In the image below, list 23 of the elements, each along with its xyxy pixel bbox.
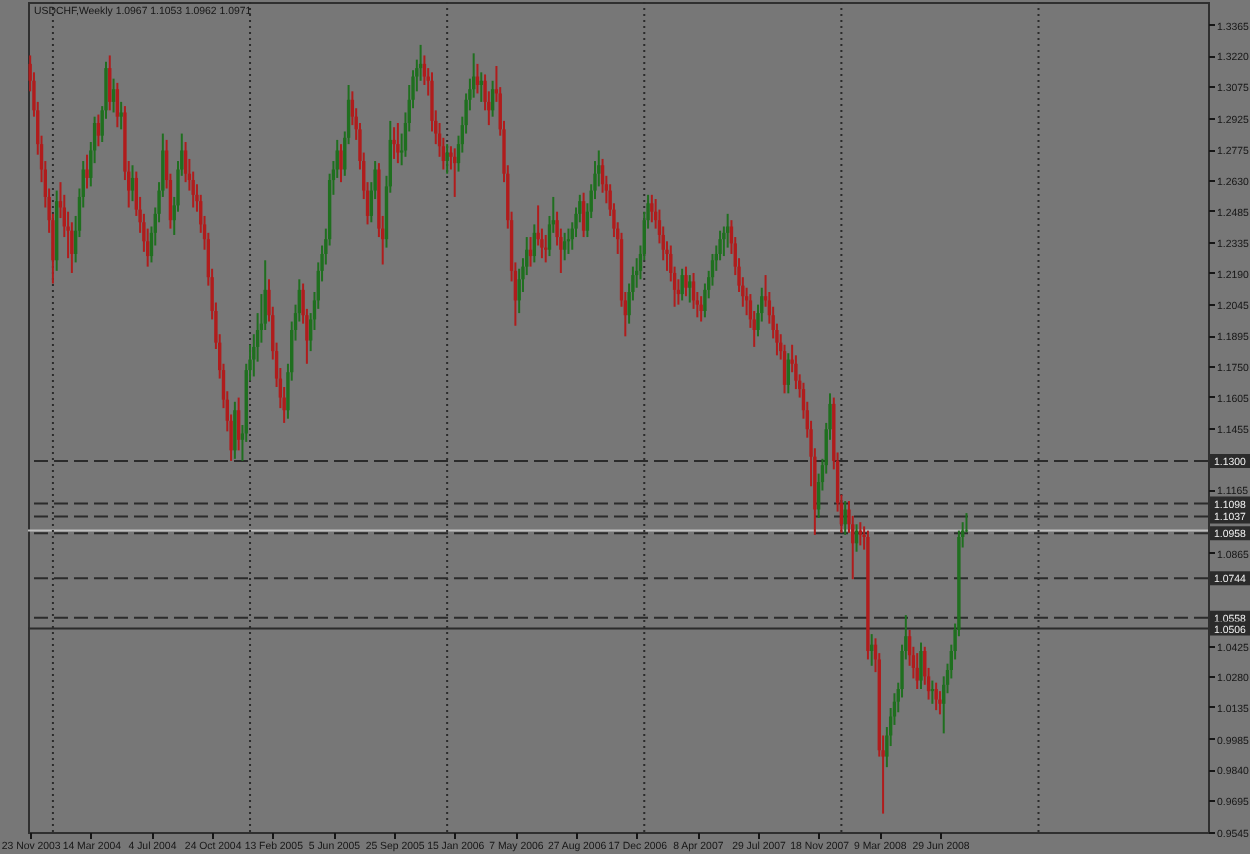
candlestick — [96, 113, 101, 148]
candlestick — [111, 77, 116, 114]
candlestick — [562, 231, 567, 262]
candlestick — [130, 164, 135, 203]
candlestick — [392, 126, 396, 160]
candlestick — [339, 143, 343, 184]
candlestick — [915, 652, 919, 691]
candlestick — [919, 641, 923, 691]
candlestick — [938, 690, 942, 716]
candlestick — [650, 193, 654, 224]
candlestick — [396, 122, 400, 165]
candlestick — [445, 143, 449, 175]
candlestick — [183, 141, 188, 184]
candlestick — [934, 681, 938, 712]
candlestick — [85, 153, 89, 190]
candlestick — [843, 500, 847, 536]
candlestick — [115, 81, 120, 129]
candlestick — [119, 100, 123, 131]
candlestick — [699, 295, 703, 323]
candlestick — [688, 274, 692, 304]
candlestick — [684, 265, 688, 298]
candlestick — [680, 267, 684, 302]
candlestick — [233, 400, 237, 460]
